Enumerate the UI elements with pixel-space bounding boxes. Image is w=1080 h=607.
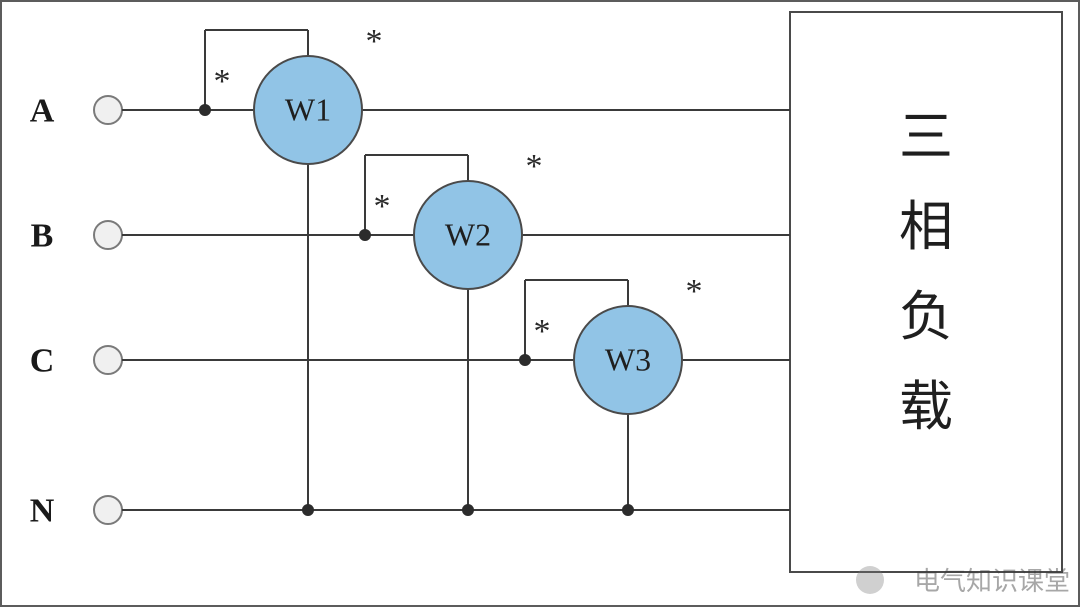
node-phase-W1 <box>199 104 211 116</box>
line-label-A: A <box>30 92 55 129</box>
asterisk-right-W2: * <box>526 148 543 185</box>
asterisk-right-W3: * <box>686 273 703 310</box>
watermark-icon <box>856 566 884 594</box>
node-phase-W2 <box>359 229 371 241</box>
load-char-3: 载 <box>899 377 953 437</box>
asterisk-left-W3: * <box>534 313 551 350</box>
terminal-N <box>94 496 122 524</box>
load-char-0: 三 <box>899 107 953 167</box>
line-label-N: N <box>30 492 55 529</box>
asterisk-right-W1: * <box>366 23 383 60</box>
node-N-W2 <box>462 504 474 516</box>
load-char-2: 负 <box>899 287 953 347</box>
node-N-W3 <box>622 504 634 516</box>
meter-label-W3: W3 <box>605 342 651 378</box>
asterisk-left-W1: * <box>214 63 231 100</box>
meter-label-W1: W1 <box>285 92 331 128</box>
terminal-C <box>94 346 122 374</box>
node-phase-W3 <box>519 354 531 366</box>
meter-label-W2: W2 <box>445 217 491 253</box>
asterisk-left-W2: * <box>374 188 391 225</box>
watermark-text: 电气知识课堂 <box>914 567 1070 596</box>
line-label-C: C <box>30 342 55 379</box>
line-label-B: B <box>31 217 54 254</box>
load-char-1: 相 <box>899 197 953 257</box>
terminal-B <box>94 221 122 249</box>
node-N-W1 <box>302 504 314 516</box>
terminal-A <box>94 96 122 124</box>
